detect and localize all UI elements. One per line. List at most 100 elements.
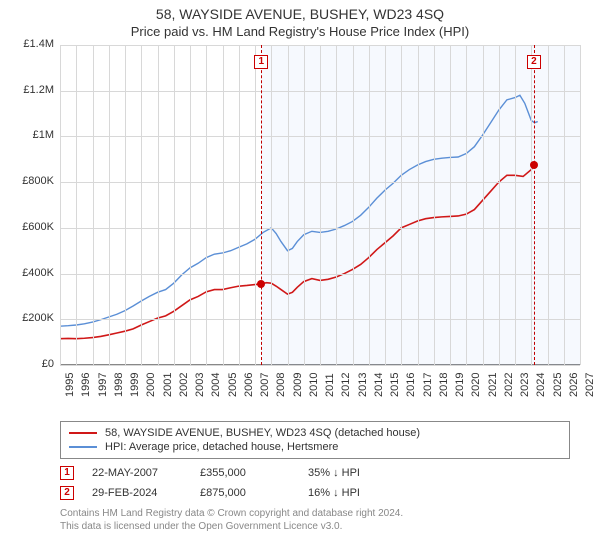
license-line-1: Contains HM Land Registry data © Crown c… — [60, 507, 590, 520]
legend-box: 58, WAYSIDE AVENUE, BUSHEY, WD23 4SQ (de… — [60, 421, 570, 459]
event-date: 29-FEB-2024 — [92, 487, 182, 499]
grid-line-vertical — [190, 45, 191, 365]
x-axis-label: 2010 — [308, 373, 320, 397]
x-axis-label: 2007 — [259, 373, 271, 397]
grid-line-vertical — [515, 45, 516, 365]
grid-line-vertical — [385, 45, 386, 365]
sale-marker-dot — [530, 161, 538, 169]
event-price: £355,000 — [200, 467, 290, 479]
grid-line-vertical — [288, 45, 289, 365]
grid-line-vertical — [158, 45, 159, 365]
x-axis-label: 2020 — [470, 373, 482, 397]
event-marker: 1 — [60, 466, 74, 480]
event-date: 22-MAY-2007 — [92, 467, 182, 479]
y-axis-label: £1M — [12, 129, 54, 141]
license-text: Contains HM Land Registry data © Crown c… — [60, 507, 590, 533]
legend-label-hpi: HPI: Average price, detached house, Hert… — [105, 441, 338, 453]
grid-line-vertical — [125, 45, 126, 365]
sale-marker-box: 2 — [527, 55, 541, 69]
y-axis-label: £400K — [12, 267, 54, 279]
subtitle: Price paid vs. HM Land Registry's House … — [10, 24, 590, 39]
grid-line-vertical — [369, 45, 370, 365]
x-axis-label: 2006 — [243, 373, 255, 397]
legend-swatch-hpi — [69, 446, 97, 448]
grid-line-vertical — [223, 45, 224, 365]
x-axis-label: 2008 — [275, 373, 287, 397]
event-row: 2 29-FEB-2024 £875,000 16% ↓ HPI — [60, 483, 590, 503]
x-axis-label: 2021 — [487, 373, 499, 397]
x-axis-label: 2004 — [210, 373, 222, 397]
x-axis-label: 2024 — [535, 373, 547, 397]
x-axis-label: 1997 — [97, 373, 109, 397]
grid-line-horizontal — [60, 365, 580, 366]
x-axis-label: 2002 — [178, 373, 190, 397]
grid-line-vertical — [466, 45, 467, 365]
x-axis-label: 1996 — [80, 373, 92, 397]
grid-line-vertical — [531, 45, 532, 365]
x-axis-label: 2016 — [405, 373, 417, 397]
x-axis-label: 2001 — [162, 373, 174, 397]
grid-line-vertical — [320, 45, 321, 365]
event-diff: 16% ↓ HPI — [308, 487, 398, 499]
x-axis-label: 1998 — [113, 373, 125, 397]
legend-label-property: 58, WAYSIDE AVENUE, BUSHEY, WD23 4SQ (de… — [105, 427, 420, 439]
grid-line-vertical — [336, 45, 337, 365]
y-axis-label: £1.4M — [12, 38, 54, 50]
x-axis-label: 2012 — [340, 373, 352, 397]
grid-line-vertical — [564, 45, 565, 365]
grid-line-vertical — [93, 45, 94, 365]
x-axis-label: 2009 — [292, 373, 304, 397]
grid-line-vertical — [499, 45, 500, 365]
event-marker: 2 — [60, 486, 74, 500]
grid-line-vertical — [60, 45, 61, 365]
x-axis-label: 2027 — [584, 373, 596, 397]
grid-line-vertical — [76, 45, 77, 365]
x-axis-label: 1999 — [129, 373, 141, 397]
x-axis-label: 2015 — [389, 373, 401, 397]
grid-line-vertical — [304, 45, 305, 365]
y-axis-label: £800K — [12, 175, 54, 187]
x-axis-label: 2017 — [422, 373, 434, 397]
event-row: 1 22-MAY-2007 £355,000 35% ↓ HPI — [60, 463, 590, 483]
grid-line-vertical — [174, 45, 175, 365]
event-price: £875,000 — [200, 487, 290, 499]
grid-line-vertical — [434, 45, 435, 365]
grid-line-vertical — [271, 45, 272, 365]
x-axis-label: 2022 — [503, 373, 515, 397]
event-diff: 35% ↓ HPI — [308, 467, 398, 479]
x-axis-label: 2026 — [568, 373, 580, 397]
x-axis-label: 2000 — [145, 373, 157, 397]
grid-line-vertical — [483, 45, 484, 365]
legend-swatch-property — [69, 432, 97, 434]
grid-line-vertical — [239, 45, 240, 365]
x-axis-label: 2023 — [519, 373, 531, 397]
y-axis-label: £200K — [12, 312, 54, 324]
x-axis-label: 2025 — [552, 373, 564, 397]
grid-line-vertical — [109, 45, 110, 365]
grid-line-vertical — [418, 45, 419, 365]
grid-line-vertical — [141, 45, 142, 365]
sale-marker-dot — [257, 280, 265, 288]
sale-marker-box: 1 — [254, 55, 268, 69]
grid-line-vertical — [255, 45, 256, 365]
chart-container: 58, WAYSIDE AVENUE, BUSHEY, WD23 4SQ Pri… — [0, 0, 600, 537]
x-axis-label: 2018 — [438, 373, 450, 397]
x-axis-label: 2005 — [227, 373, 239, 397]
grid-line-vertical — [206, 45, 207, 365]
legend-row-hpi: HPI: Average price, detached house, Hert… — [69, 440, 561, 454]
y-axis-label: £600K — [12, 221, 54, 233]
x-axis-label: 2013 — [357, 373, 369, 397]
sale-marker-line — [261, 45, 262, 365]
grid-line-vertical — [401, 45, 402, 365]
x-axis-label: 2019 — [454, 373, 466, 397]
sale-marker-line — [534, 45, 535, 365]
y-axis-label: £1.2M — [12, 84, 54, 96]
grid-line-vertical — [353, 45, 354, 365]
chart-area: £0£200K£400K£600K£800K£1M£1.2M£1.4M19951… — [10, 45, 590, 415]
x-axis-label: 1995 — [64, 373, 76, 397]
legend-row-property: 58, WAYSIDE AVENUE, BUSHEY, WD23 4SQ (de… — [69, 426, 561, 440]
events-list: 1 22-MAY-2007 £355,000 35% ↓ HPI 2 29-FEB-202… — [60, 463, 590, 503]
grid-line-vertical — [450, 45, 451, 365]
x-axis-label: 2014 — [373, 373, 385, 397]
y-axis-label: £0 — [12, 358, 54, 370]
